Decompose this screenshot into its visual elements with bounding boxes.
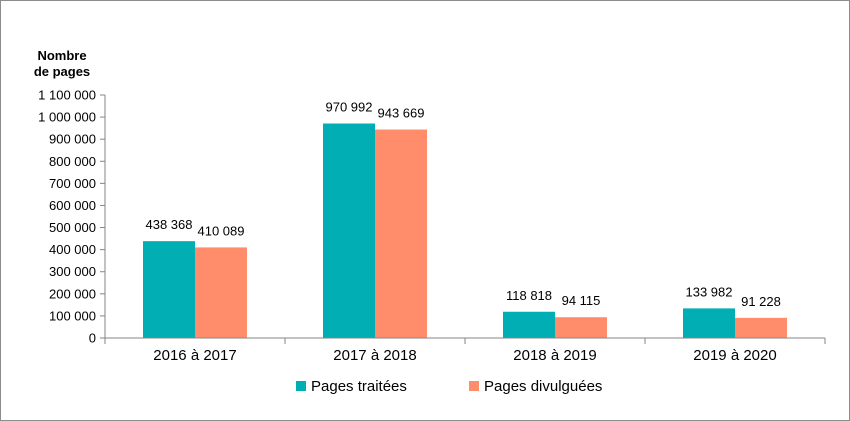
y-tick-label: 500 000 bbox=[49, 220, 96, 235]
x-tick-label: 2017 à 2018 bbox=[333, 347, 416, 364]
y-tick-label: 900 000 bbox=[49, 132, 96, 147]
y-tick-label: 0 bbox=[89, 331, 96, 346]
legend-swatch bbox=[296, 381, 306, 391]
bar bbox=[503, 311, 555, 338]
data-label: 91 228 bbox=[741, 294, 781, 309]
y-tick-label: 100 000 bbox=[49, 308, 96, 323]
data-label: 943 669 bbox=[378, 106, 425, 121]
y-tick-label: 800 000 bbox=[49, 154, 96, 169]
data-label: 94 115 bbox=[562, 293, 601, 308]
x-tick-label: 2019 à 2020 bbox=[693, 347, 776, 364]
x-axis: 2016 à 2017 2017 à 2018 2018 à 2019 2019 à … bbox=[104, 337, 826, 364]
bar bbox=[375, 129, 427, 338]
bar bbox=[143, 241, 195, 338]
data-label: 118 818 bbox=[506, 288, 552, 303]
bar bbox=[195, 247, 247, 338]
y-axis-label-line-1: Nombre bbox=[37, 48, 86, 63]
legend: Pages traitées Pages divulguées bbox=[296, 378, 602, 395]
bar bbox=[735, 317, 787, 338]
bar bbox=[323, 123, 375, 338]
legend-swatch bbox=[469, 381, 479, 391]
bars: 438 368 410 089 970 992 943 669 118 818 94 11… bbox=[143, 99, 787, 338]
legend-label: Pages divulguées bbox=[484, 378, 602, 395]
y-tick-label: 1 100 000 bbox=[38, 88, 96, 103]
y-axis-label: Nombre de pages bbox=[34, 48, 90, 79]
y-tick-label: 700 000 bbox=[49, 176, 96, 191]
data-label: 133 982 bbox=[686, 284, 733, 299]
x-tick-label: 2018 à 2019 bbox=[513, 347, 596, 364]
legend-label: Pages traitées bbox=[311, 378, 407, 395]
bar bbox=[555, 317, 607, 338]
y-tick-label: 400 000 bbox=[49, 242, 96, 257]
bar bbox=[683, 308, 735, 338]
y-tick-label: 1 000 000 bbox=[38, 110, 96, 125]
data-label: 970 992 bbox=[326, 99, 373, 114]
data-label: 410 089 bbox=[198, 223, 245, 238]
y-axis-label-line-2: de pages bbox=[34, 64, 90, 79]
y-tick-label: 300 000 bbox=[49, 264, 96, 279]
y-axis: 0 100 000 200 000 300 000 400 000 500 000 600 … bbox=[38, 88, 106, 346]
y-tick-label: 600 000 bbox=[49, 198, 96, 213]
y-tick-label: 200 000 bbox=[49, 286, 96, 301]
x-tick-label: 2016 à 2017 bbox=[153, 347, 236, 364]
data-label: 438 368 bbox=[146, 217, 193, 232]
